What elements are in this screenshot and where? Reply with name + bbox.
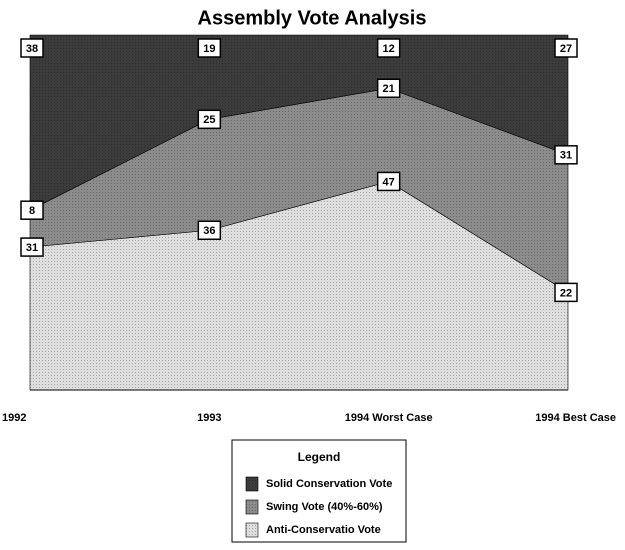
label-box — [20, 38, 44, 58]
data-label: 8 — [29, 205, 35, 217]
legend-swatch-texture — [246, 477, 258, 491]
x-tick-label: 1994 Best Case — [535, 412, 616, 424]
area-texture — [30, 88, 568, 293]
legend-label: Solid Conservation Vote — [266, 478, 392, 490]
label-box — [554, 38, 578, 58]
data-label: 21 — [383, 83, 395, 95]
legend-label: Swing Vote (40%-60%) — [266, 501, 383, 513]
label-box — [376, 38, 401, 58]
data-label: 19 — [203, 43, 215, 55]
x-tick-label: 1992 — [2, 412, 26, 424]
x-tick-label: 1993 — [197, 412, 221, 424]
data-label: 31 — [560, 150, 572, 162]
legend-label: Anti-Conservatio Vote — [266, 524, 381, 536]
label-box — [376, 171, 401, 192]
label-box — [554, 145, 578, 165]
data-label: 27 — [560, 43, 572, 55]
label-box — [20, 200, 44, 220]
data-label: 12 — [383, 43, 395, 55]
legend-swatch-texture — [246, 500, 258, 514]
data-label: 22 — [560, 287, 572, 299]
label-box — [20, 237, 44, 257]
label-box — [197, 38, 222, 58]
legend-title: Legend — [298, 450, 341, 464]
data-label: 47 — [383, 176, 395, 188]
label-box — [554, 282, 578, 303]
label-box — [197, 220, 222, 240]
x-tick-label: 1994 Worst Case — [345, 412, 433, 424]
chart-title: Assembly Vote Analysis — [198, 7, 427, 29]
label-box — [376, 78, 401, 98]
data-label: 31 — [26, 242, 38, 254]
data-label: 36 — [203, 225, 215, 237]
data-label: 25 — [203, 114, 215, 126]
data-label: 38 — [26, 43, 38, 55]
legend-box — [231, 439, 407, 543]
legend-swatch-texture — [246, 523, 258, 537]
area-texture — [30, 35, 568, 211]
label-box — [197, 109, 222, 130]
area-texture — [30, 181, 568, 390]
